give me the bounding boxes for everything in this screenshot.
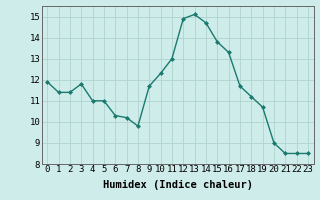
- X-axis label: Humidex (Indice chaleur): Humidex (Indice chaleur): [103, 180, 252, 190]
